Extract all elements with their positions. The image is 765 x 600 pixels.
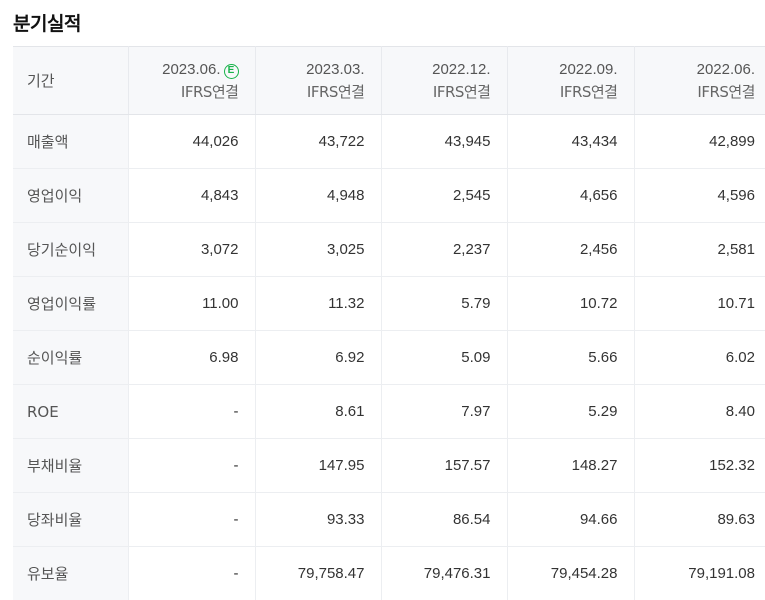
table-cell: 3,072	[128, 223, 255, 277]
column-period: 2023.06.	[162, 61, 220, 78]
column-basis: IFRS연결	[508, 81, 618, 103]
row-label: 순이익률	[13, 331, 128, 385]
period-label-header: 기간	[13, 47, 128, 115]
table-cell: 94.66	[507, 493, 634, 547]
column-header: 2023.03. IFRS연결	[255, 47, 381, 115]
row-label: 당기순이익	[13, 223, 128, 277]
column-basis: IFRS연결	[635, 81, 756, 103]
row-label: 영업이익	[13, 169, 128, 223]
row-label: 당좌비율	[13, 493, 128, 547]
table-cell: 43,722	[255, 115, 381, 169]
column-header: 2022.06. IFRS연결	[634, 47, 765, 115]
table-cell: 11.00	[128, 277, 255, 331]
section-title: 분기실적	[13, 9, 81, 36]
table-cell: -	[128, 439, 255, 493]
table-row: ROE - 8.61 7.97 5.29 8.40	[13, 385, 765, 439]
table-cell: 8.61	[255, 385, 381, 439]
table-cell: 4,948	[255, 169, 381, 223]
column-basis: IFRS연결	[129, 81, 239, 103]
column-period: 2023.03.	[256, 59, 365, 81]
table-cell: 2,581	[634, 223, 765, 277]
table-cell: 2,456	[507, 223, 634, 277]
table-cell: 5.66	[507, 331, 634, 385]
table-cell: 93.33	[255, 493, 381, 547]
period-label: 기간	[27, 72, 55, 90]
row-label: 매출액	[13, 115, 128, 169]
column-period: 2022.06.	[635, 59, 756, 81]
table-cell: 4,596	[634, 169, 765, 223]
column-basis: IFRS연결	[382, 81, 491, 103]
table-cell: 147.95	[255, 439, 381, 493]
row-label: 영업이익률	[13, 277, 128, 331]
table-cell: 86.54	[381, 493, 507, 547]
table-cell: 43,434	[507, 115, 634, 169]
table-cell: 89.63	[634, 493, 765, 547]
table-cell: 10.72	[507, 277, 634, 331]
table-cell: 2,545	[381, 169, 507, 223]
column-header: 2023.06. E IFRS연결	[128, 47, 255, 115]
table-cell: 8.40	[634, 385, 765, 439]
table-row: 당좌비율 - 93.33 86.54 94.66 89.63	[13, 493, 765, 547]
table-cell: 10.71	[634, 277, 765, 331]
table-row: 당기순이익 3,072 3,025 2,237 2,456 2,581	[13, 223, 765, 277]
table-cell: -	[128, 385, 255, 439]
table-cell: 3,025	[255, 223, 381, 277]
table-cell: 5.09	[381, 331, 507, 385]
table-cell: 148.27	[507, 439, 634, 493]
column-period: 2022.12.	[382, 59, 491, 81]
column-header: 2022.12. IFRS연결	[381, 47, 507, 115]
table-cell: 6.02	[634, 331, 765, 385]
table-row: 매출액 44,026 43,722 43,945 43,434 42,899	[13, 115, 765, 169]
table-cell: 44,026	[128, 115, 255, 169]
quarterly-results-table: 기간 2023.06. E IFRS연결 2023.03. IFRS연결 2022…	[13, 46, 765, 600]
table-cell: 7.97	[381, 385, 507, 439]
table-cell: 42,899	[634, 115, 765, 169]
table-cell: 6.98	[128, 331, 255, 385]
table-row: 순이익률 6.98 6.92 5.09 5.66 6.02	[13, 331, 765, 385]
table-cell: 5.29	[507, 385, 634, 439]
table-cell: 152.32	[634, 439, 765, 493]
table-cell: 157.57	[381, 439, 507, 493]
table-cell: 4,656	[507, 169, 634, 223]
column-basis: IFRS연결	[256, 81, 365, 103]
table-row: 영업이익률 11.00 11.32 5.79 10.72 10.71	[13, 277, 765, 331]
column-header: 2022.09. IFRS연결	[507, 47, 634, 115]
table-cell: 4,843	[128, 169, 255, 223]
estimate-badge-icon: E	[224, 64, 239, 79]
row-label: 부채비율	[13, 439, 128, 493]
table-cell: 43,945	[381, 115, 507, 169]
table-row: 영업이익 4,843 4,948 2,545 4,656 4,596	[13, 169, 765, 223]
table-cell: 5.79	[381, 277, 507, 331]
table-cell: 6.92	[255, 331, 381, 385]
row-label: ROE	[13, 385, 128, 439]
table-cell: 11.32	[255, 277, 381, 331]
table-row: 부채비율 - 147.95 157.57 148.27 152.32	[13, 439, 765, 493]
table-header-row: 기간 2023.06. E IFRS연결 2023.03. IFRS연결 2022…	[13, 47, 765, 115]
table-cell: -	[128, 493, 255, 547]
table-cell: 2,237	[381, 223, 507, 277]
column-period: 2022.09.	[508, 59, 618, 81]
